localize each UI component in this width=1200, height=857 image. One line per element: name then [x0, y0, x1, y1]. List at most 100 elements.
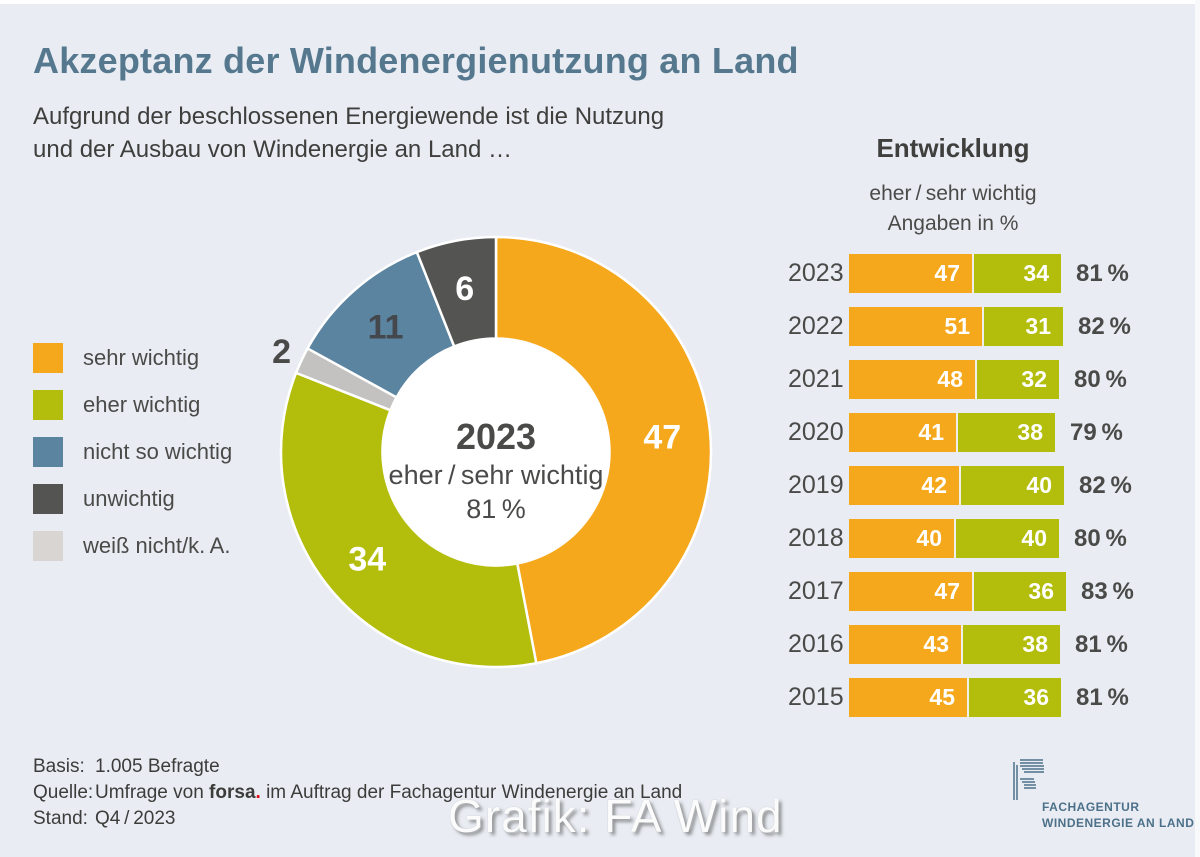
- bar-value-eher-wichtig: 32: [1021, 366, 1047, 392]
- donut-value-eher-wichtig: 34: [348, 540, 386, 578]
- stand-row: Stand: Q4 / 2023: [33, 806, 682, 832]
- bar-value-sehr-wichtig: 42: [921, 472, 947, 498]
- bar-segment-sehr-wichtig: 43: [849, 625, 961, 664]
- top-border: [0, 0, 1200, 4]
- donut-slice-sehr-wichtig: [494, 235, 713, 665]
- year-label: 2018: [788, 524, 844, 552]
- trend-subtitle: eher / sehr wichtig Angaben in %: [788, 179, 1118, 239]
- donut-slice-eher-wichtig: [279, 371, 538, 669]
- bar-value-eher-wichtig: 34: [1023, 260, 1049, 286]
- trend-bar-row: 2015 45 36 81 %: [788, 678, 1134, 717]
- legend-label: eher wichtig: [83, 392, 201, 417]
- bar-segment-sehr-wichtig: 48: [849, 360, 975, 399]
- total-percentage: 82 %: [1078, 313, 1131, 340]
- year-label: 2019: [788, 471, 844, 499]
- year-label: 2022: [788, 312, 844, 340]
- legend-item: weiß nicht/k. A.: [33, 531, 232, 561]
- trend-bar-row: 2019 42 40 82 %: [788, 466, 1134, 505]
- bar-value-sehr-wichtig: 48: [937, 366, 963, 392]
- page-title: Akzeptanz der Windenergienutzung an Land: [33, 40, 799, 81]
- legend-swatch: [33, 437, 63, 467]
- bar-segment-sehr-wichtig: 41: [849, 413, 956, 452]
- legend-swatch: [33, 484, 63, 514]
- bar-value-eher-wichtig: 40: [1021, 525, 1047, 551]
- bar-value-sehr-wichtig: 40: [916, 525, 942, 551]
- bar-segment-eher-wichtig: 36: [967, 678, 1061, 717]
- subtitle-line-1: Aufgrund der beschlossenen Energiewende …: [33, 103, 665, 130]
- bar-segment-sehr-wichtig: 47: [849, 254, 972, 293]
- trend-title: Entwicklung: [876, 133, 1030, 163]
- donut-value-unwichtig: 6: [455, 270, 474, 308]
- forsa-brand-dot: .: [255, 782, 261, 803]
- bar-segment-sehr-wichtig: 47: [849, 572, 972, 611]
- trend-bar-row: 2018 40 40 80 %: [788, 519, 1134, 558]
- donut-center-label: eher / sehr wichtig: [388, 460, 604, 490]
- page-subtitle: Aufgrund der beschlossenen Energiewende …: [33, 100, 664, 166]
- total-percentage: 80 %: [1074, 525, 1127, 552]
- bar-segment-eher-wichtig: 40: [954, 519, 1059, 558]
- legend-swatch: [33, 343, 63, 373]
- basis-value: 1.005 Befragte: [95, 756, 220, 777]
- legend-label: sehr wichtig: [83, 345, 200, 370]
- trend-bar-row: 2021 48 32 80 %: [788, 360, 1134, 399]
- basis-row: Basis: 1.005 Befragte: [33, 754, 682, 780]
- trend-bar-row: 2023 47 34 81 %: [788, 254, 1134, 293]
- trend-bar-row: 2020 41 38 79 %: [788, 413, 1134, 452]
- legend-item: eher wichtig: [33, 390, 232, 420]
- trend-subtitle-line-2: Angaben in %: [887, 212, 1019, 235]
- year-label: 2016: [788, 630, 844, 658]
- legend-label: nicht so wichtig: [83, 439, 233, 464]
- total-percentage: 83 %: [1081, 578, 1134, 605]
- stand-label: Stand:: [33, 808, 88, 829]
- year-label: 2021: [788, 365, 844, 393]
- year-label: 2023: [788, 259, 844, 287]
- total-percentage: 79 %: [1070, 419, 1123, 446]
- bar-segment-sehr-wichtig: 51: [849, 307, 982, 346]
- bar-value-sehr-wichtig: 47: [934, 260, 960, 286]
- logo-line-1: FACHAGENTUR: [1042, 800, 1140, 814]
- bar-value-sehr-wichtig: 45: [929, 684, 955, 710]
- total-percentage: 81 %: [1076, 260, 1129, 287]
- donut-center-text: 2023 eher / sehr wichtig 81 %: [346, 416, 646, 526]
- donut-value-nicht-so-wichtig: 11: [368, 309, 404, 347]
- legend-label: weiß nicht/k. A.: [83, 533, 231, 558]
- legend-swatch: [33, 390, 63, 420]
- trend-header: Entwicklung eher / sehr wichtig Angaben …: [788, 133, 1118, 239]
- quelle-value: Umfrage von forsa. im Auftrag der Fachag…: [95, 782, 683, 803]
- watermark: Grafik: FA Wind: [448, 790, 783, 842]
- donut-value-weiss-nicht: 2: [272, 333, 291, 371]
- bar-value-eher-wichtig: 38: [1017, 419, 1043, 445]
- donut-center-percent: 81 %: [466, 494, 526, 524]
- bar-segment-eher-wichtig: 32: [975, 360, 1059, 399]
- trend-bar-row: 2017 47 36 83 %: [788, 572, 1134, 611]
- total-percentage: 81 %: [1075, 631, 1128, 658]
- logo-line-2: WINDENERGIE AN LAND: [1042, 816, 1195, 830]
- legend-item: nicht so wichtig: [33, 437, 232, 467]
- fa-wind-logo: FACHAGENTUR WINDENERGIE AN LAND: [1012, 758, 1194, 830]
- donut-chart: 47 34 2 11 6: [272, 235, 713, 669]
- bar-segment-eher-wichtig: 34: [972, 254, 1061, 293]
- bar-value-eher-wichtig: 31: [1025, 313, 1051, 339]
- legend-label: unwichtig: [83, 486, 175, 511]
- legend-item: sehr wichtig: [33, 343, 232, 373]
- donut-hole: [382, 338, 610, 566]
- bar-segment-sehr-wichtig: 45: [849, 678, 967, 717]
- year-label: 2015: [788, 683, 844, 711]
- donut-center-year: 2023: [455, 416, 537, 457]
- subtitle-line-2: und der Ausbau von Windenergie an Land …: [33, 136, 513, 163]
- trend-bar-row: 2016 43 38 81 %: [788, 625, 1134, 664]
- legend: sehr wichtig eher wichtig nicht so wicht…: [33, 343, 232, 578]
- source-info: Basis: 1.005 Befragte Quelle: Umfrage vo…: [33, 754, 682, 832]
- bar-value-sehr-wichtig: 41: [918, 419, 944, 445]
- donut-value-sehr-wichtig: 47: [643, 418, 681, 456]
- bar-value-eher-wichtig: 36: [1028, 578, 1054, 604]
- quelle-label: Quelle:: [33, 782, 94, 803]
- donut-slice-unwichtig: [415, 235, 498, 349]
- bar-value-eher-wichtig: 36: [1023, 684, 1049, 710]
- total-percentage: 81 %: [1076, 684, 1129, 711]
- bar-segment-sehr-wichtig: 42: [849, 466, 959, 505]
- bar-segment-eher-wichtig: 36: [972, 572, 1066, 611]
- bar-value-eher-wichtig: 40: [1026, 472, 1052, 498]
- legend-swatch: [33, 531, 63, 561]
